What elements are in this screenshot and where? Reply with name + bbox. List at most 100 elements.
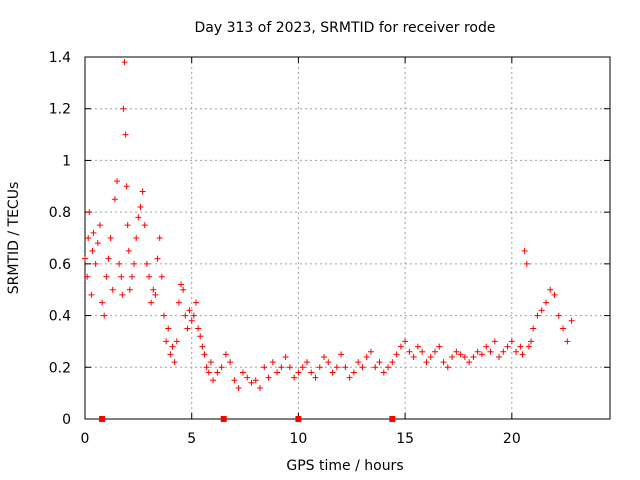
- data-point: [528, 338, 535, 345]
- data-point: [342, 364, 349, 371]
- data-point: [432, 348, 438, 355]
- x-tick-label: 15: [396, 431, 414, 447]
- data-point: [393, 351, 400, 358]
- data-point: [252, 377, 259, 384]
- data-point: [152, 291, 159, 298]
- data-point: [175, 299, 182, 306]
- y-axis-label: SRMTID / TECUs: [6, 182, 22, 295]
- data-point: [568, 317, 575, 324]
- data-point: [128, 273, 135, 280]
- data-point: [346, 374, 353, 381]
- data-point: [523, 260, 530, 267]
- data-point: [201, 351, 208, 358]
- data-point: [148, 299, 155, 306]
- data-point: [139, 188, 146, 195]
- data-point: [120, 105, 127, 112]
- data-point: [496, 353, 503, 360]
- data-point: [282, 353, 289, 360]
- x-axis-label: GPS time / hours: [286, 458, 403, 474]
- data-point: [500, 348, 507, 355]
- data-point: [188, 317, 195, 324]
- data-point: [119, 291, 126, 298]
- data-point: [178, 281, 185, 288]
- data-point: [207, 359, 214, 366]
- data-point: [218, 364, 225, 371]
- data-point: [88, 291, 95, 298]
- x-tick-label: 0: [81, 431, 90, 447]
- data-point: [453, 348, 460, 355]
- data-point: [84, 273, 91, 280]
- data-point: [116, 260, 123, 267]
- data-point: [105, 255, 112, 262]
- data-point: [121, 59, 128, 66]
- data-point: [101, 312, 108, 319]
- data-point: [214, 369, 221, 376]
- data-point: [457, 351, 464, 358]
- axis-marker: [99, 416, 106, 422]
- data-point: [483, 343, 490, 350]
- data-point: [126, 286, 133, 293]
- data-point: [547, 286, 554, 293]
- data-point: [436, 343, 443, 350]
- data-point: [143, 260, 150, 267]
- data-point: [94, 240, 101, 247]
- data-point: [244, 374, 251, 381]
- data-point: [521, 247, 528, 254]
- data-point: [186, 307, 193, 314]
- data-point: [122, 131, 129, 138]
- data-point: [118, 273, 125, 280]
- data-point: [555, 312, 562, 319]
- y-tick-label: 1.2: [49, 102, 71, 118]
- y-tick-label: 0.6: [49, 257, 71, 273]
- data-point: [165, 325, 172, 332]
- data-point: [478, 351, 485, 358]
- data-point: [141, 222, 148, 229]
- data-point: [519, 351, 526, 358]
- data-point: [125, 247, 132, 254]
- data-point: [137, 203, 144, 210]
- data-point: [449, 353, 456, 360]
- plot-frame: [84, 56, 611, 420]
- data-point: [466, 359, 473, 366]
- x-tick-label: 10: [290, 431, 308, 447]
- data-point: [372, 364, 379, 371]
- chart-title: Day 313 of 2023, SRMTID for receiver rod…: [195, 20, 496, 36]
- data-point: [329, 369, 336, 376]
- data-point: [169, 343, 176, 350]
- data-point: [96, 222, 103, 229]
- data-point: [560, 325, 567, 332]
- data-point: [419, 348, 426, 355]
- axis-marker: [389, 416, 396, 422]
- data-point: [491, 338, 498, 345]
- x-tick-label: 20: [503, 431, 521, 447]
- y-tick-label: 1: [62, 153, 71, 169]
- data-point: [158, 273, 165, 280]
- data-point: [222, 351, 229, 358]
- data-point: [190, 312, 197, 319]
- data-point: [195, 325, 202, 332]
- data-point: [325, 359, 332, 366]
- data-point: [316, 364, 323, 371]
- data-point: [355, 359, 362, 366]
- data-point: [261, 364, 268, 371]
- grid-lines: [85, 57, 610, 419]
- data-point: [167, 351, 174, 358]
- axis-ticks: 0 5 10 15 20 0 0.2 0.4 0.6 0.8 1 1.2 1.4: [49, 50, 610, 447]
- data-point: [150, 286, 157, 293]
- data-point: [367, 348, 374, 355]
- data-point: [504, 343, 511, 350]
- data-point: [154, 255, 161, 262]
- data-point: [123, 183, 130, 190]
- data-point: [86, 209, 93, 216]
- data-point: [410, 353, 417, 360]
- data-point: [90, 229, 97, 236]
- data-point: [286, 364, 293, 371]
- data-point: [156, 235, 163, 241]
- data-point: [114, 178, 121, 185]
- data-point: [406, 348, 413, 355]
- axis-markers: [99, 416, 396, 422]
- data-point: [82, 255, 88, 262]
- data-point: [440, 359, 447, 366]
- data-point: [508, 338, 515, 345]
